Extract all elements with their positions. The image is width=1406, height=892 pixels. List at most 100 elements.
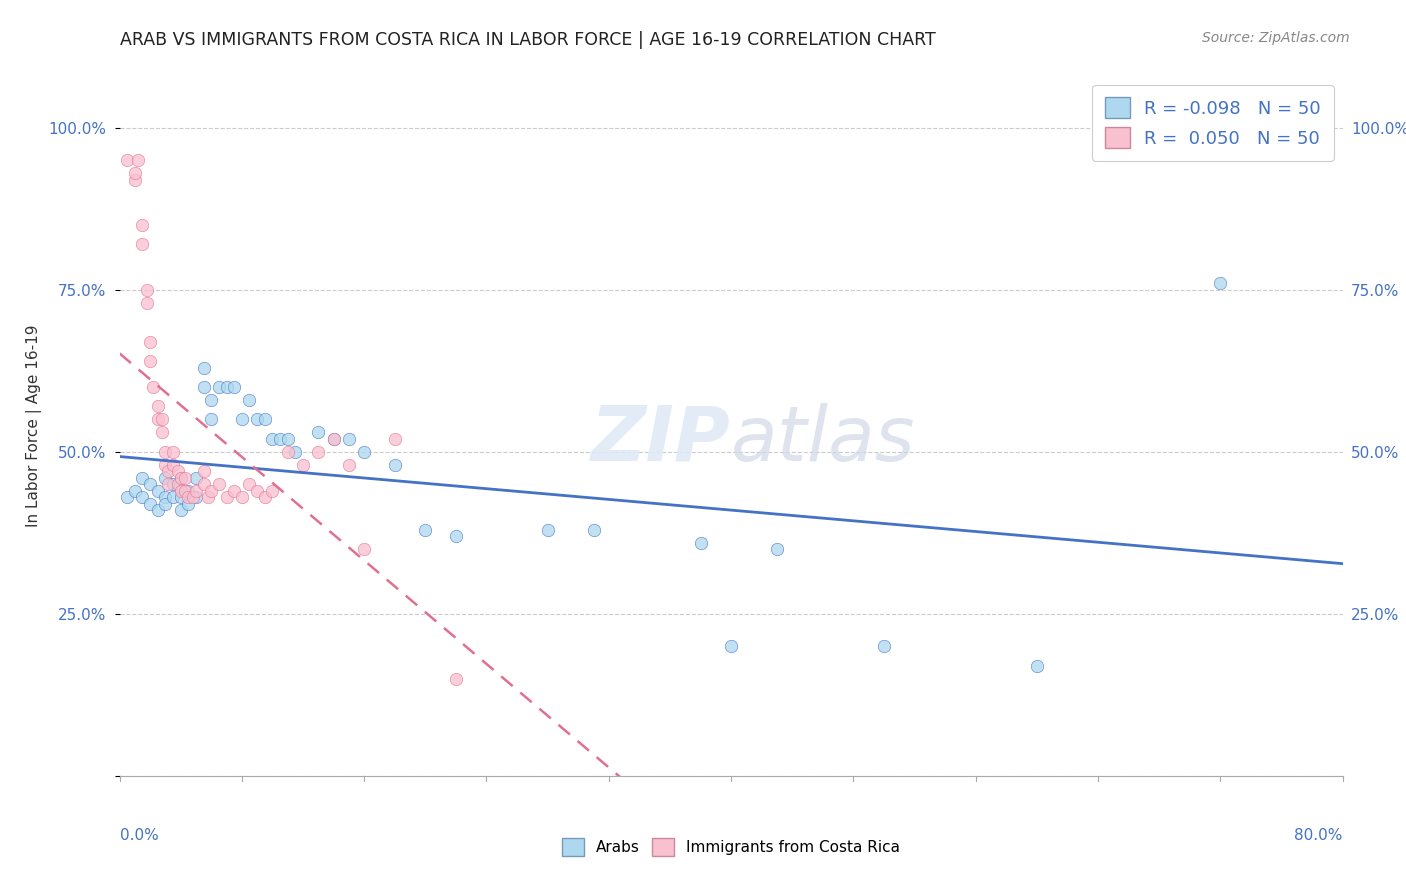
Point xyxy=(162,445,184,459)
Point xyxy=(1026,658,1049,673)
Point xyxy=(337,432,360,446)
Point xyxy=(174,471,197,485)
Point xyxy=(162,458,184,472)
Point xyxy=(200,392,222,407)
Point xyxy=(157,477,180,491)
Point xyxy=(200,483,222,498)
Point xyxy=(193,464,215,478)
Point xyxy=(139,497,162,511)
Point xyxy=(444,529,467,543)
Point xyxy=(193,477,215,491)
Point xyxy=(262,432,284,446)
Point xyxy=(131,237,153,252)
Point xyxy=(174,483,197,498)
Point xyxy=(384,432,406,446)
Point xyxy=(208,477,231,491)
Point xyxy=(146,412,169,426)
Point xyxy=(384,458,406,472)
Point xyxy=(124,172,146,186)
Point xyxy=(337,458,360,472)
Point xyxy=(284,445,307,459)
Point xyxy=(127,153,149,167)
Point xyxy=(231,412,253,426)
Point xyxy=(253,412,276,426)
Point xyxy=(169,471,191,485)
Point xyxy=(146,503,169,517)
Point xyxy=(131,471,153,485)
Point xyxy=(155,471,177,485)
Point xyxy=(166,464,188,478)
Y-axis label: In Labor Force | Age 16-19: In Labor Force | Age 16-19 xyxy=(27,325,42,527)
Point xyxy=(115,153,138,167)
Point xyxy=(169,503,191,517)
Point xyxy=(169,483,191,498)
Point xyxy=(124,483,146,498)
Point xyxy=(115,490,138,504)
Point xyxy=(197,490,219,504)
Point xyxy=(184,490,207,504)
Point xyxy=(224,380,246,394)
Point xyxy=(155,445,177,459)
Text: 80.0%: 80.0% xyxy=(1295,828,1343,843)
Point xyxy=(689,535,711,549)
Text: ARAB VS IMMIGRANTS FROM COSTA RICA IN LABOR FORCE | AGE 16-19 CORRELATION CHART: ARAB VS IMMIGRANTS FROM COSTA RICA IN LA… xyxy=(120,31,935,49)
Point xyxy=(193,380,215,394)
Point xyxy=(766,542,789,557)
Text: ZIP: ZIP xyxy=(592,403,731,477)
Legend: R = -0.098   N = 50, R =  0.050   N = 50: R = -0.098 N = 50, R = 0.050 N = 50 xyxy=(1092,85,1334,161)
Point xyxy=(238,477,260,491)
Point xyxy=(131,218,153,232)
Point xyxy=(155,490,177,504)
Point xyxy=(200,412,222,426)
Point xyxy=(322,432,344,446)
Point xyxy=(155,458,177,472)
Point xyxy=(253,490,276,504)
Point xyxy=(146,400,169,414)
Point xyxy=(224,483,246,498)
Point xyxy=(169,490,191,504)
Point xyxy=(124,166,146,180)
Point xyxy=(720,640,742,654)
Point xyxy=(139,354,162,368)
Point xyxy=(277,432,299,446)
Point xyxy=(537,523,560,537)
Point xyxy=(208,380,231,394)
Point xyxy=(307,425,329,440)
Point xyxy=(215,490,238,504)
Point xyxy=(181,490,204,504)
Point xyxy=(873,640,896,654)
Point xyxy=(136,295,159,310)
Point xyxy=(215,380,238,394)
Text: atlas: atlas xyxy=(731,403,915,477)
Point xyxy=(169,471,191,485)
Point xyxy=(231,490,253,504)
Point xyxy=(353,445,375,459)
Point xyxy=(139,334,162,349)
Point xyxy=(157,464,180,478)
Point xyxy=(142,380,165,394)
Point xyxy=(177,490,200,504)
Point xyxy=(322,432,344,446)
Point xyxy=(150,412,173,426)
Point xyxy=(444,672,467,686)
Point xyxy=(177,497,200,511)
Point xyxy=(139,477,162,491)
Point xyxy=(184,483,207,498)
Text: 0.0%: 0.0% xyxy=(120,828,159,843)
Point xyxy=(136,283,159,297)
Point xyxy=(162,490,184,504)
Point xyxy=(193,360,215,375)
Point xyxy=(246,412,269,426)
Text: Source: ZipAtlas.com: Source: ZipAtlas.com xyxy=(1202,31,1350,45)
Point xyxy=(277,445,299,459)
Point xyxy=(238,392,260,407)
Point xyxy=(582,523,605,537)
Point xyxy=(262,483,284,498)
Point xyxy=(146,483,169,498)
Point xyxy=(150,425,173,440)
Point xyxy=(166,477,188,491)
Point xyxy=(131,490,153,504)
Point xyxy=(353,542,375,557)
Point xyxy=(184,471,207,485)
Legend: Arabs, Immigrants from Costa Rica: Arabs, Immigrants from Costa Rica xyxy=(557,832,905,862)
